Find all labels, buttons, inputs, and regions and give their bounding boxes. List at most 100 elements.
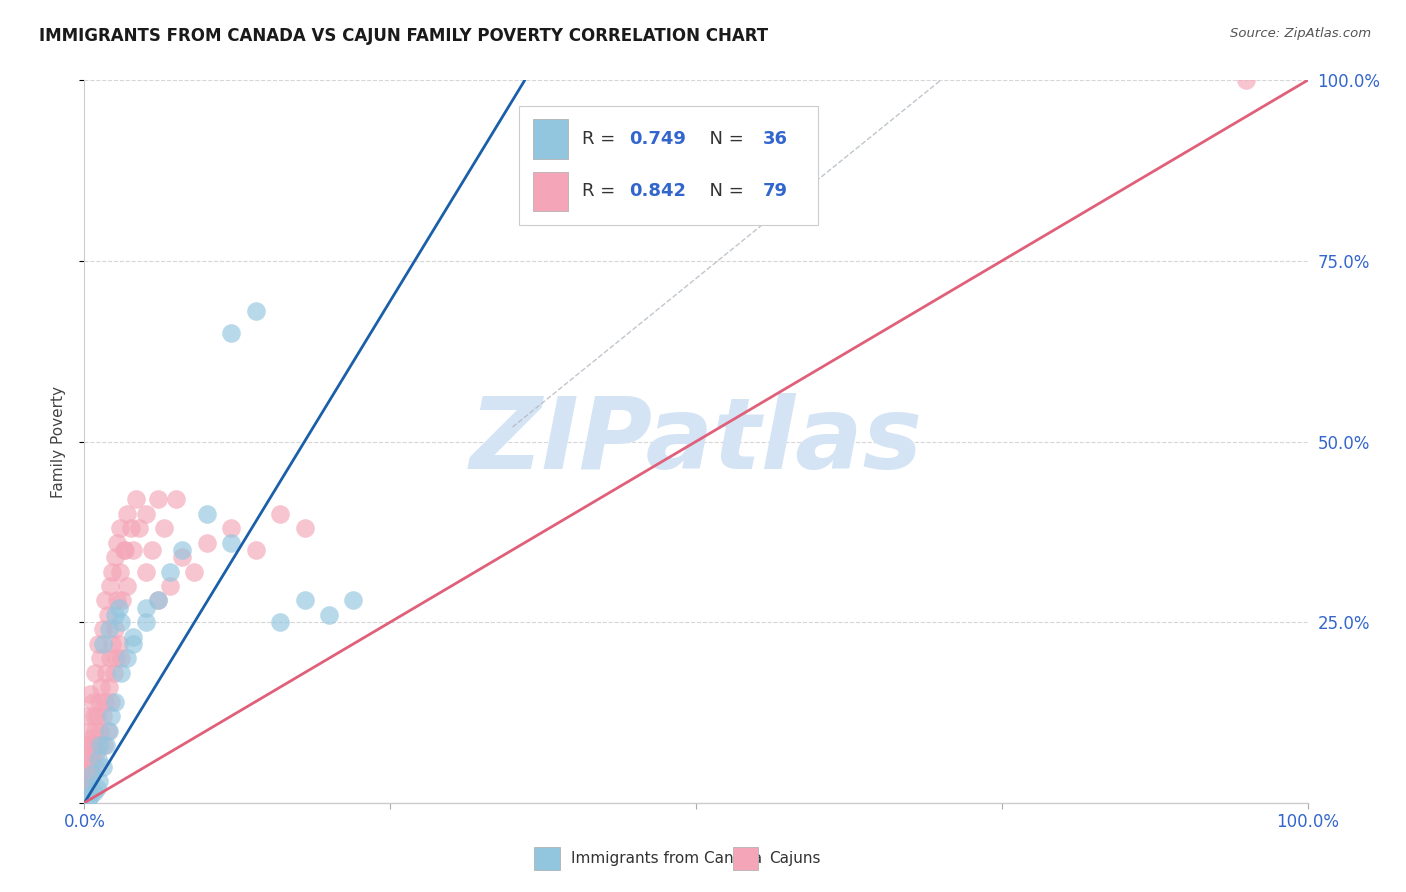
Point — [91, 637, 114, 651]
Point — [82, 731, 104, 745]
Point — [269, 507, 291, 521]
Point — [77, 792, 100, 806]
Point — [83, 785, 105, 799]
Point — [105, 535, 128, 549]
Point — [79, 687, 101, 701]
Point — [104, 550, 127, 565]
Point — [110, 651, 132, 665]
Point — [79, 760, 101, 774]
Point — [146, 492, 169, 507]
Point — [76, 767, 98, 781]
Point — [114, 542, 136, 557]
Point — [122, 542, 145, 557]
Point — [183, 565, 205, 579]
Point — [83, 738, 105, 752]
Point — [89, 738, 111, 752]
Point — [104, 607, 127, 622]
Text: 79: 79 — [763, 182, 789, 201]
Point — [108, 565, 131, 579]
Point — [77, 738, 100, 752]
Point — [87, 637, 110, 651]
Point — [219, 535, 242, 549]
Point — [135, 565, 157, 579]
Bar — [533, 171, 568, 211]
Point — [89, 651, 111, 665]
Point — [128, 521, 150, 535]
Point — [77, 752, 100, 766]
Point — [96, 665, 118, 680]
Point — [97, 723, 120, 738]
Point — [77, 709, 100, 723]
Point — [94, 695, 117, 709]
Point — [101, 565, 124, 579]
Point — [172, 550, 194, 565]
Text: Source: ZipAtlas.com: Source: ZipAtlas.com — [1230, 27, 1371, 40]
Point — [135, 615, 157, 630]
Point — [82, 752, 104, 766]
Point — [108, 521, 131, 535]
Point — [172, 542, 194, 557]
Point — [195, 535, 218, 549]
Point — [165, 492, 187, 507]
Point — [83, 709, 105, 723]
Point — [120, 521, 142, 535]
Point — [141, 542, 163, 557]
Point — [112, 542, 135, 557]
Point — [195, 507, 218, 521]
Point — [159, 565, 181, 579]
Point — [94, 593, 117, 607]
Point — [100, 709, 122, 723]
Point — [219, 521, 242, 535]
Point — [82, 695, 104, 709]
Point — [86, 781, 108, 796]
Text: IMMIGRANTS FROM CANADA VS CAJUN FAMILY POVERTY CORRELATION CHART: IMMIGRANTS FROM CANADA VS CAJUN FAMILY P… — [39, 27, 769, 45]
Point — [294, 593, 316, 607]
FancyBboxPatch shape — [519, 105, 818, 225]
Text: ZIPatlas: ZIPatlas — [470, 393, 922, 490]
Point — [84, 665, 107, 680]
Point — [89, 723, 111, 738]
Point — [1236, 73, 1258, 87]
Text: Cajuns: Cajuns — [769, 851, 821, 866]
Point — [77, 774, 100, 789]
Point — [122, 630, 145, 644]
Point — [269, 615, 291, 630]
Point — [294, 521, 316, 535]
Point — [100, 695, 122, 709]
Point — [75, 781, 97, 796]
Text: R =: R = — [582, 182, 621, 201]
Point — [98, 579, 121, 593]
Point — [219, 326, 242, 341]
Point — [146, 593, 169, 607]
Point — [84, 745, 107, 759]
Point — [103, 665, 125, 680]
Point — [90, 680, 112, 694]
Text: 0.842: 0.842 — [628, 182, 686, 201]
Point — [91, 623, 114, 637]
Point — [110, 615, 132, 630]
Point — [105, 593, 128, 607]
Point — [76, 760, 98, 774]
Point — [159, 579, 181, 593]
Text: N =: N = — [699, 182, 749, 201]
Point — [87, 774, 110, 789]
Point — [110, 665, 132, 680]
Point — [97, 723, 120, 738]
Point — [104, 623, 127, 637]
Point — [97, 607, 120, 622]
Point — [98, 651, 121, 665]
Text: R =: R = — [582, 130, 621, 148]
Point — [91, 760, 114, 774]
Point — [111, 593, 134, 607]
Point — [153, 521, 176, 535]
Point — [79, 723, 101, 738]
Text: 36: 36 — [763, 130, 789, 148]
Point — [104, 695, 127, 709]
Point — [125, 492, 148, 507]
Point — [80, 745, 103, 759]
Point — [80, 767, 103, 781]
Point — [245, 304, 267, 318]
Point — [84, 723, 107, 738]
Point — [75, 774, 97, 789]
Point — [107, 600, 129, 615]
